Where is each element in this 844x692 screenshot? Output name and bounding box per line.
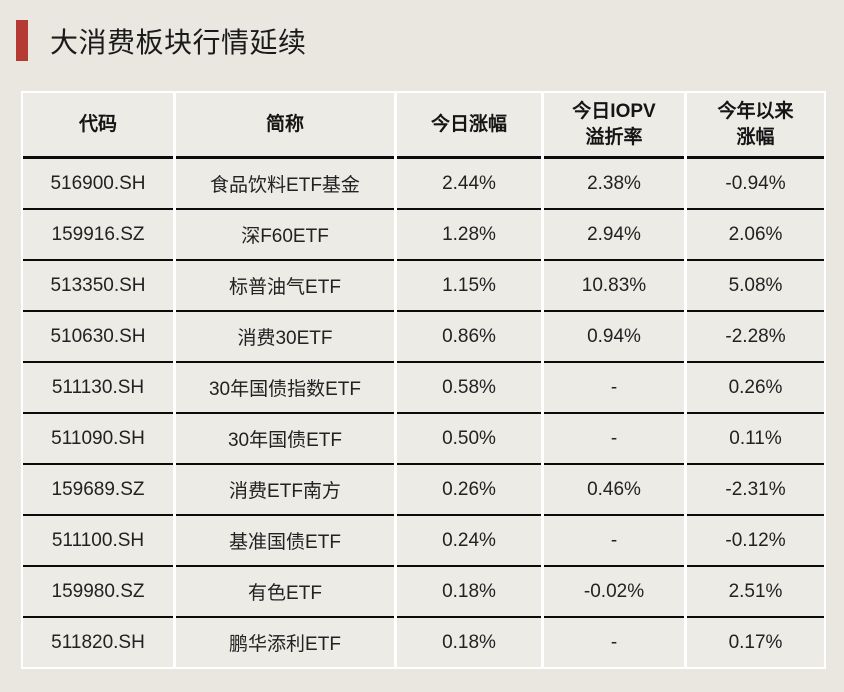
table-cell: 0.24% (397, 514, 541, 565)
table-cell: 0.50% (397, 412, 541, 463)
table-cell: 159689.SZ (23, 463, 173, 514)
table-cell: 510630.SH (23, 310, 173, 361)
table-cell: 0.11% (687, 412, 824, 463)
column-header-name: 简称 (176, 93, 394, 159)
table-cell: 0.86% (397, 310, 541, 361)
table-cell: 0.94% (544, 310, 684, 361)
table-cell: 深F60ETF (176, 208, 394, 259)
column-header-code: 代码 (23, 93, 173, 159)
table-column-code: 代码 516900.SH 159916.SZ 513350.SH 510630.SH 5… (23, 93, 173, 667)
table-cell: 159916.SZ (23, 208, 173, 259)
table-cell: 标普油气ETF (176, 259, 394, 310)
etf-table: 代码 516900.SH 159916.SZ 513350.SH 510630.SH 5… (21, 91, 826, 669)
table-column-today-change: 今日涨幅 2.44% 1.28% 1.15% 0.86% 0.58% 0.50% 0.26%… (397, 93, 541, 667)
column-header-iopv-premium: 今日IOPV 溢折率 (544, 93, 684, 159)
table-column-iopv-premium: 今日IOPV 溢折率 2.38% 2.94% 10.83% 0.94% - -0.46% -… (544, 93, 684, 667)
table-cell: 30年国债ETF (176, 412, 394, 463)
table-cell: 5.08% (687, 259, 824, 310)
page-title: 大消费板块行情延续 (50, 26, 307, 58)
table-cell: 基准国债ETF (176, 514, 394, 565)
table-cell: 159980.SZ (23, 565, 173, 616)
table-cell: 0.18% (397, 616, 541, 667)
table-column-name: 简称 食品饮料ETF基金 深F60ETF 标普油气ETF 消费30ETF 30年国债指数… (176, 93, 394, 667)
table-cell: 0.26% (687, 361, 824, 412)
table-cell: 511820.SH (23, 616, 173, 667)
table-cell: -2.31% (687, 463, 824, 514)
table-cell: 2.94% (544, 208, 684, 259)
table-cell: -0.12% (687, 514, 824, 565)
table-cell: 0.17% (687, 616, 824, 667)
table-cell: 511130.SH (23, 361, 173, 412)
table-cell: -2.28% (687, 310, 824, 361)
title-accent-bar (16, 20, 28, 61)
table-cell: 2.51% (687, 565, 824, 616)
table-cell: 0.26% (397, 463, 541, 514)
table-column-ytd-change: 今年以来 涨幅 -0.94% 2.06% 5.08% -2.28% 0.26% 0.11%… (687, 93, 824, 667)
table-cell: 30年国债指数ETF (176, 361, 394, 412)
table-cell: 513350.SH (23, 259, 173, 310)
table-cell: 2.38% (544, 159, 684, 208)
table-cell: - (544, 361, 684, 412)
table-cell: 2.06% (687, 208, 824, 259)
table-cell: 1.15% (397, 259, 541, 310)
table-cell: 511100.SH (23, 514, 173, 565)
table-cell: 511090.SH (23, 412, 173, 463)
table-cell: 有色ETF (176, 565, 394, 616)
table-cell: 1.28% (397, 208, 541, 259)
table-cell: 516900.SH (23, 159, 173, 208)
table-cell: 鹏华添利ETF (176, 616, 394, 667)
table-cell: 10.83% (544, 259, 684, 310)
column-header-ytd-change: 今年以来 涨幅 (687, 93, 824, 159)
table-cell: 0.46% (544, 463, 684, 514)
column-header-today-change: 今日涨幅 (397, 93, 541, 159)
table-cell: 消费30ETF (176, 310, 394, 361)
table-cell: - (544, 514, 684, 565)
table-cell: 0.58% (397, 361, 541, 412)
table-cell: 2.44% (397, 159, 541, 208)
title-row: 大消费板块行情延续 (16, 20, 307, 61)
table-cell: 食品饮料ETF基金 (176, 159, 394, 208)
table-cell: - (544, 616, 684, 667)
table-cell: -0.94% (687, 159, 824, 208)
table-cell: 消费ETF南方 (176, 463, 394, 514)
table-cell: -0.02% (544, 565, 684, 616)
table-cell: 0.18% (397, 565, 541, 616)
table-cell: - (544, 412, 684, 463)
